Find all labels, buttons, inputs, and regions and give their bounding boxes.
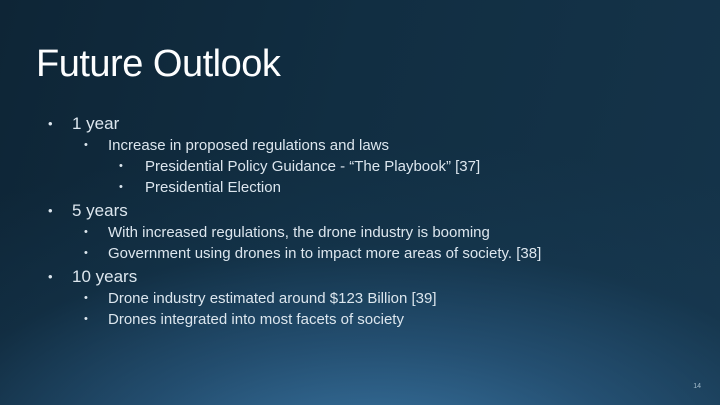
slide-title: Future Outlook [36,43,281,85]
bullet-dot-icon: • [119,160,123,172]
bullet-text: Drones integrated into most facets of so… [108,311,404,328]
bullet-dot-icon: • [48,203,53,218]
bullet-line: • Presidential Policy Guidance - “The Pla… [36,156,686,177]
bullet-text: Presidential Policy Guidance - “The Play… [145,158,481,175]
bullet-text: With increased regulations, the drone in… [108,224,490,241]
bullet-text: Increase in proposed regulations and law… [108,137,390,154]
bullet-text: Government using drones in to impact mor… [108,245,542,262]
bullet-dot-icon: • [84,226,88,238]
bullet-line: • 1 year [36,113,686,135]
bullet-dot-icon: • [119,181,123,193]
bullet-line: • With increased regulations, the drone i… [36,222,686,243]
bullet-text: 5 years [72,201,128,220]
bullet-dot-icon: • [84,313,88,325]
bullet-text: 10 years [72,267,138,286]
page-number: 14 [693,383,701,390]
bullet-line: • Government using drones in to impact mo… [36,243,686,264]
bullet-line: • Increase in proposed regulations and la… [36,135,686,156]
bullet-list: • 1 year • Increase in proposed regulations… [36,113,686,330]
bullet-dot-icon: • [48,116,53,131]
bullet-dot-icon: • [84,247,88,259]
bullet-line: • Drone industry estimated around $123 Bi… [36,288,686,309]
bullet-text: Presidential Election [145,179,281,196]
bullet-dot-icon: • [48,269,53,284]
bullet-text: 1 year [72,114,120,133]
bullet-line: • Drones integrated into most facets of s… [36,309,686,330]
bullet-text: Drone industry estimated around $123 Bil… [108,290,437,307]
bullet-line: • 5 years [36,200,686,222]
bullet-line: • 10 years [36,266,686,288]
bullet-dot-icon: • [84,139,88,151]
bullet-line: • Presidential Election [36,177,686,198]
bullet-dot-icon: • [84,292,88,304]
